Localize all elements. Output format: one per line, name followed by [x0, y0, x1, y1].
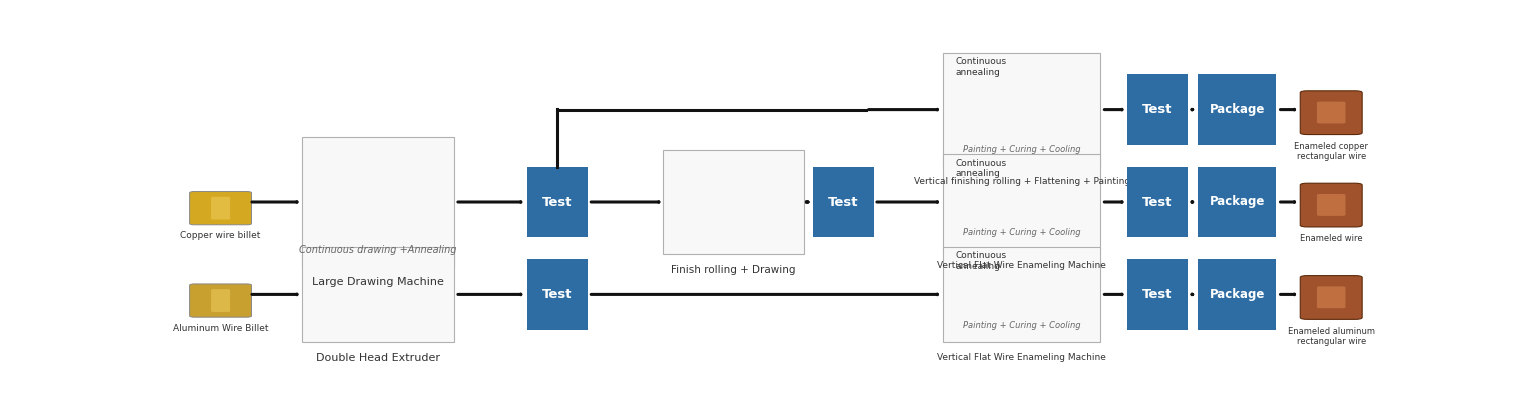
Text: Test: Test	[828, 196, 859, 208]
FancyBboxPatch shape	[1198, 74, 1276, 145]
Text: Vertical Flat Wire Enameling Machine: Vertical Flat Wire Enameling Machine	[937, 353, 1106, 362]
Text: Package: Package	[1209, 288, 1264, 301]
FancyBboxPatch shape	[1316, 102, 1346, 124]
FancyBboxPatch shape	[813, 166, 874, 238]
FancyBboxPatch shape	[210, 289, 230, 312]
Text: Painting + Curing + Cooling: Painting + Curing + Cooling	[963, 228, 1080, 237]
Text: Package: Package	[1209, 196, 1264, 208]
Text: Aluminum Wire Billet: Aluminum Wire Billet	[174, 324, 269, 333]
Text: Test: Test	[1143, 288, 1172, 301]
FancyBboxPatch shape	[1301, 91, 1362, 134]
Text: Finish rolling + Drawing: Finish rolling + Drawing	[671, 265, 796, 275]
FancyBboxPatch shape	[189, 192, 252, 225]
FancyBboxPatch shape	[1316, 194, 1346, 216]
Text: Painting + Curing + Cooling: Painting + Curing + Cooling	[963, 145, 1080, 154]
FancyBboxPatch shape	[1198, 166, 1276, 238]
Text: Continuous
annealing: Continuous annealing	[955, 251, 1006, 271]
FancyBboxPatch shape	[1301, 276, 1362, 319]
Text: Test: Test	[542, 196, 573, 208]
Text: Continuous
annealing: Continuous annealing	[955, 159, 1006, 178]
Text: Painting + Curing + Cooling: Painting + Curing + Cooling	[963, 321, 1080, 330]
Text: Test: Test	[1143, 103, 1172, 116]
FancyBboxPatch shape	[1316, 286, 1346, 308]
FancyBboxPatch shape	[1301, 183, 1362, 227]
Text: Enameled copper
rectangular wire: Enameled copper rectangular wire	[1295, 142, 1369, 161]
Text: Large Drawing Machine: Large Drawing Machine	[312, 278, 444, 288]
Text: Continuous
annealing: Continuous annealing	[955, 57, 1006, 77]
FancyBboxPatch shape	[1127, 74, 1187, 145]
FancyBboxPatch shape	[189, 284, 252, 317]
Text: Test: Test	[542, 288, 573, 301]
Text: Double Head Extruder: Double Head Extruder	[316, 353, 439, 363]
FancyBboxPatch shape	[1127, 166, 1187, 238]
Text: Continuous drawing +Annealing: Continuous drawing +Annealing	[300, 245, 456, 255]
Text: Copper wire billet: Copper wire billet	[180, 231, 261, 240]
FancyBboxPatch shape	[664, 150, 803, 254]
Text: Test: Test	[1143, 196, 1172, 208]
FancyBboxPatch shape	[527, 166, 588, 238]
Text: Vertical finishing rolling + Flattening + Painting: Vertical finishing rolling + Flattening …	[914, 177, 1130, 186]
Text: Enameled wire: Enameled wire	[1299, 234, 1362, 243]
FancyBboxPatch shape	[527, 259, 588, 330]
Text: Vertical Flat Wire Enameling Machine: Vertical Flat Wire Enameling Machine	[937, 260, 1106, 270]
FancyBboxPatch shape	[301, 137, 455, 267]
FancyBboxPatch shape	[1198, 259, 1276, 330]
FancyBboxPatch shape	[301, 247, 455, 342]
FancyBboxPatch shape	[1127, 259, 1187, 330]
FancyBboxPatch shape	[210, 197, 230, 220]
FancyBboxPatch shape	[943, 53, 1100, 166]
Text: Enameled aluminum
rectangular wire: Enameled aluminum rectangular wire	[1287, 327, 1375, 346]
FancyBboxPatch shape	[943, 154, 1100, 250]
FancyBboxPatch shape	[943, 247, 1100, 342]
Text: Package: Package	[1209, 103, 1264, 116]
